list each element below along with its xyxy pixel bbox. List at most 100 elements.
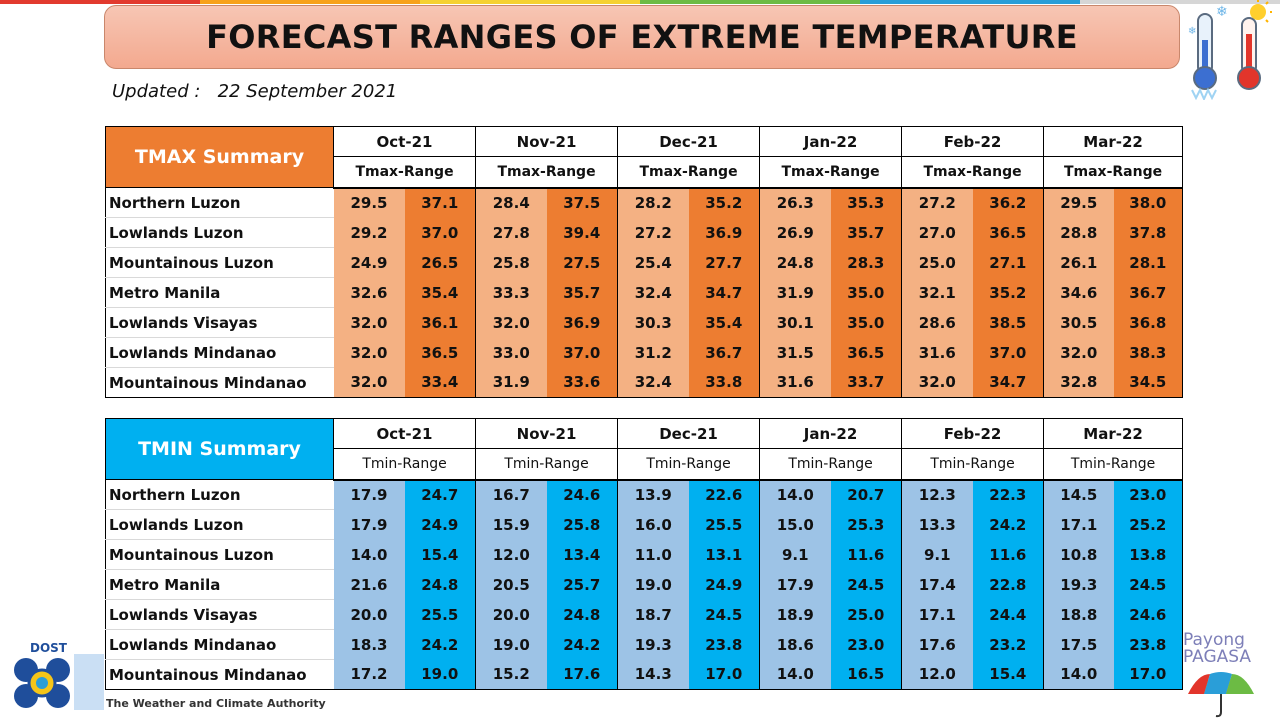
tmax-range-label: Tmax-Range [759,156,903,189]
range-max-value: 36.7 [1113,277,1184,308]
region-label: Lowlands Luzon [105,217,334,248]
table-row: Lowlands Mindanao 18.3 24.2 19.0 24.2 19.3 23.… [105,629,1184,660]
range-min-value: 12.0 [901,659,973,690]
range-max-value: 39.4 [546,217,619,248]
range-max-value: 25.5 [688,509,761,540]
tmin-table: TMIN Summary Oct-21 Nov-21 Dec-21 Jan-22… [105,418,1184,690]
range-min-value: 24.8 [759,247,831,278]
range-min-value: 21.6 [333,569,405,600]
range-max-value: 22.6 [688,479,761,510]
range-min-value: 17.9 [333,479,405,510]
tmax-month-header: Nov-21 [475,126,619,157]
table-row: Lowlands Luzon 29.2 37.0 27.8 39.4 27.2 36.9 26… [105,217,1184,248]
range-min-value: 32.1 [901,277,973,308]
region-label: Mountainous Luzon [105,539,334,570]
range-max-value: 33.8 [688,367,761,398]
range-max-value: 24.2 [404,629,477,660]
range-max-value: 25.3 [830,509,903,540]
dost-label: DOST [30,641,68,655]
range-max-value: 35.4 [688,307,761,338]
range-max-value: 37.0 [972,337,1045,368]
range-min-value: 33.0 [475,337,547,368]
tmax-range-label: Tmax-Range [332,156,477,189]
table-row: Northern Luzon 29.5 37.1 28.4 37.5 28.2 35.2 26… [105,187,1184,218]
range-min-value: 25.8 [475,247,547,278]
range-max-value: 13.4 [546,539,619,570]
range-min-value: 29.5 [333,187,405,218]
range-min-value: 26.1 [1043,247,1114,278]
page-title: FORECAST RANGES OF EXTREME TEMPERATURE [206,18,1078,56]
range-min-value: 33.3 [475,277,547,308]
region-label: Lowlands Visayas [105,307,334,338]
region-label: Northern Luzon [105,187,334,218]
range-min-value: 18.7 [617,599,689,630]
range-min-value: 32.0 [333,367,405,398]
top-color-strip [0,0,1280,4]
range-min-value: 32.0 [475,307,547,338]
range-max-value: 35.7 [546,277,619,308]
table-row: Mountainous Mindanao 17.2 19.0 15.2 17.6 14.3… [105,659,1184,690]
hot-thermometer-icon [1237,0,1272,90]
range-min-value: 27.0 [901,217,973,248]
tmin-range-label: Tmin-Range [475,448,619,481]
range-min-value: 17.2 [333,659,405,690]
tmax-range-label: Tmax-Range [475,156,619,189]
tmin-month-header: Dec-21 [617,418,761,449]
range-min-value: 14.0 [1043,659,1114,690]
region-label: Northern Luzon [105,479,334,510]
tmin-range-label: Tmin-Range [617,448,761,481]
range-max-value: 37.1 [404,187,477,218]
range-max-value: 23.0 [830,629,903,660]
range-max-value: 35.4 [404,277,477,308]
range-max-value: 35.7 [830,217,903,248]
range-min-value: 15.2 [475,659,547,690]
range-min-value: 19.3 [617,629,689,660]
range-max-value: 35.3 [830,187,903,218]
range-max-value: 33.6 [546,367,619,398]
range-max-value: 27.5 [546,247,619,278]
region-label: Lowlands Mindanao [105,337,334,368]
tmax-month-header: Mar-22 [1043,126,1184,157]
range-min-value: 31.6 [901,337,973,368]
range-max-value: 36.5 [404,337,477,368]
range-max-value: 11.6 [830,539,903,570]
range-min-value: 20.5 [475,569,547,600]
range-min-value: 14.3 [617,659,689,690]
tmin-range-label: Tmin-Range [901,448,1045,481]
range-min-value: 14.0 [759,479,831,510]
range-min-value: 28.4 [475,187,547,218]
range-max-value: 37.5 [546,187,619,218]
region-label: Lowlands Luzon [105,509,334,540]
range-min-value: 31.9 [759,277,831,308]
tmax-range-label: Tmax-Range [1043,156,1184,189]
range-max-value: 23.8 [688,629,761,660]
range-min-value: 20.0 [475,599,547,630]
region-label: Mountainous Luzon [105,247,334,278]
range-min-value: 17.9 [333,509,405,540]
range-max-value: 23.8 [1113,629,1184,660]
range-min-value: 31.9 [475,367,547,398]
title-banner: FORECAST RANGES OF EXTREME TEMPERATURE [104,5,1180,69]
range-min-value: 18.6 [759,629,831,660]
range-max-value: 35.0 [830,277,903,308]
range-max-value: 36.9 [688,217,761,248]
range-min-value: 24.9 [333,247,405,278]
range-min-value: 28.2 [617,187,689,218]
updated-line: Updated : 22 September 2021 [112,81,397,102]
range-min-value: 29.5 [1043,187,1114,218]
range-min-value: 28.8 [1043,217,1114,248]
tmax-table-body: Northern Luzon 29.5 37.1 28.4 37.5 28.2 35.2 26… [105,187,1184,398]
range-min-value: 27.8 [475,217,547,248]
range-min-value: 31.2 [617,337,689,368]
range-min-value: 26.9 [759,217,831,248]
range-min-value: 32.4 [617,277,689,308]
range-max-value: 17.0 [688,659,761,690]
range-min-value: 30.1 [759,307,831,338]
tmax-summary-header: TMAX Summary [105,126,334,188]
range-max-value: 24.9 [404,509,477,540]
range-max-value: 25.0 [830,599,903,630]
range-max-value: 27.1 [972,247,1045,278]
range-max-value: 33.4 [404,367,477,398]
range-max-value: 24.8 [404,569,477,600]
region-label: Mountainous Mindanao [105,367,334,398]
